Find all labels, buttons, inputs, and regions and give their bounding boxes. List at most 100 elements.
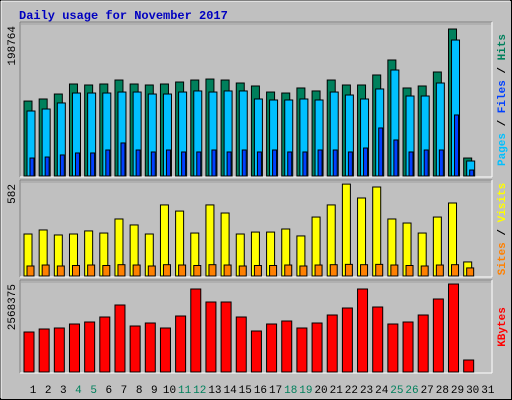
bar (332, 149, 338, 177)
bar (402, 321, 414, 373)
bar (241, 149, 247, 177)
bar (178, 264, 187, 277)
bar (147, 265, 156, 277)
y-tick-label: 582 (7, 184, 19, 204)
bar (360, 264, 369, 277)
legend-label: Sites (497, 242, 509, 275)
bar (317, 149, 323, 177)
x-tick-label: 14 (223, 385, 237, 397)
bar (223, 264, 232, 277)
bar (375, 263, 384, 277)
x-tick-label: 31 (481, 385, 495, 397)
bar (326, 314, 338, 373)
bar (196, 151, 202, 177)
bar (435, 264, 444, 277)
bar (105, 149, 111, 177)
bar (420, 265, 429, 277)
bar (314, 264, 323, 277)
bar (41, 264, 50, 277)
bar (120, 142, 126, 177)
bar (357, 288, 369, 373)
bar (144, 322, 156, 373)
x-tick-label: 3 (60, 385, 67, 397)
bar (469, 169, 475, 177)
bar (23, 331, 35, 373)
x-tick-label: 6 (106, 385, 113, 397)
x-tick-label: 17 (269, 385, 282, 397)
bar (281, 320, 293, 373)
bar (341, 183, 351, 277)
bar (454, 114, 460, 177)
x-tick-label: 12 (193, 385, 206, 397)
legend-separator: / (497, 222, 509, 242)
bar (341, 307, 353, 373)
bar (238, 265, 247, 277)
bar (284, 264, 293, 277)
bar (99, 316, 111, 373)
bar (451, 264, 460, 277)
bar (448, 283, 460, 373)
x-tick-label: 27 (421, 385, 434, 397)
bar (117, 264, 126, 277)
x-tick-label: 21 (330, 385, 344, 397)
legend-separator: / (497, 60, 509, 80)
bar (417, 314, 429, 373)
bar (287, 151, 293, 177)
bar (408, 151, 414, 177)
x-tick-label: 26 (405, 385, 418, 397)
bar (71, 265, 80, 277)
legend: Pages / Files / Hits (497, 34, 509, 166)
y-tick-label: 2568375 (7, 284, 19, 330)
x-tick-label: 29 (451, 385, 464, 397)
bar (378, 127, 384, 177)
x-tick-label: 11 (178, 385, 192, 397)
legend-label: Hits (497, 34, 509, 60)
bar (205, 301, 217, 373)
x-tick-label: 20 (314, 385, 327, 397)
bar (269, 265, 278, 277)
bar (181, 151, 187, 177)
x-tick-label: 25 (390, 385, 403, 397)
bar (74, 152, 80, 177)
x-tick-label: 24 (375, 385, 389, 397)
bar (387, 323, 399, 373)
bar (26, 265, 35, 277)
bar (90, 152, 96, 177)
bar (29, 157, 35, 177)
bar (190, 288, 202, 373)
bar (423, 149, 429, 177)
bar (438, 149, 444, 177)
bar (129, 325, 141, 373)
bar (132, 264, 141, 277)
bar (363, 147, 369, 177)
bar (432, 298, 444, 373)
bar (162, 264, 171, 277)
x-tick-label: 19 (299, 385, 312, 397)
bar (372, 306, 384, 373)
bar (226, 151, 232, 177)
bar (59, 154, 65, 177)
legend-separator: / (497, 113, 509, 133)
x-tick-label: 9 (151, 385, 158, 397)
legend-label: Files (497, 80, 509, 113)
bar (87, 264, 96, 277)
bar (114, 304, 126, 373)
bar (159, 327, 171, 373)
bar (102, 265, 111, 277)
legend-label: Pages (497, 133, 509, 166)
x-tick-label: 15 (239, 385, 252, 397)
x-tick-label: 22 (345, 385, 358, 397)
bar (347, 151, 353, 177)
bar (329, 264, 338, 277)
x-tick-label: 18 (284, 385, 297, 397)
bar (175, 315, 187, 373)
x-tick-label: 8 (136, 385, 143, 397)
bar (256, 151, 262, 177)
bar (296, 327, 308, 373)
bar (344, 263, 353, 277)
bar (302, 151, 308, 177)
bar (56, 265, 65, 277)
x-tick-label: 7 (121, 385, 128, 397)
bar (235, 316, 247, 373)
